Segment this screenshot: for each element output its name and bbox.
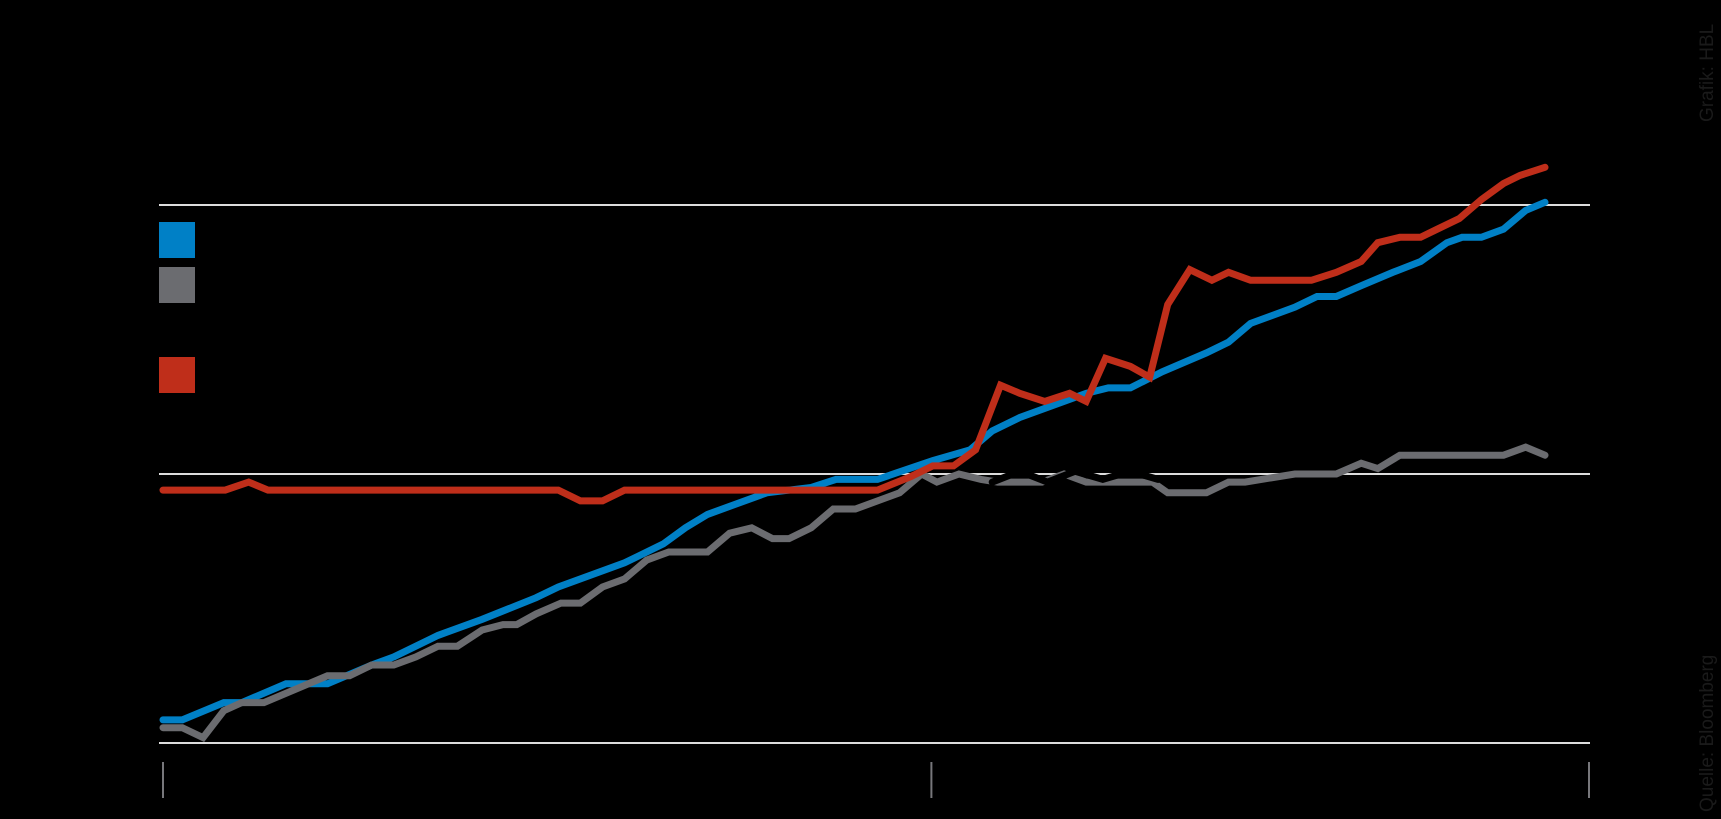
legend-swatch-red xyxy=(159,357,195,393)
legend-item-gray xyxy=(159,267,459,303)
legend-item-blue xyxy=(159,222,459,258)
series-lines xyxy=(159,163,1549,742)
series-line-2 xyxy=(988,467,1162,486)
series-line-1 xyxy=(159,443,1549,742)
graphic-credit: Grafik: HBL xyxy=(1697,23,1718,122)
legend-swatch-gray xyxy=(159,267,195,303)
legend-item-red xyxy=(159,357,459,393)
gridlines xyxy=(159,204,1590,744)
legend-swatch-blue xyxy=(159,222,195,258)
legend-item-black xyxy=(159,312,459,348)
series-line-3 xyxy=(159,163,1549,505)
x-axis-ticks xyxy=(162,762,1590,798)
legend-swatch-black xyxy=(159,312,195,348)
source-credit: Quelle: Bloomberg xyxy=(1697,654,1718,812)
